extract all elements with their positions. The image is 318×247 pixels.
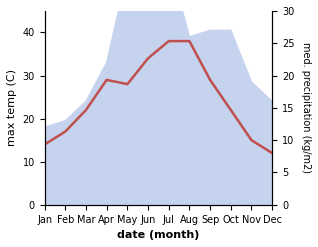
Y-axis label: med. precipitation (kg/m2): med. precipitation (kg/m2)	[301, 42, 311, 173]
Y-axis label: max temp (C): max temp (C)	[7, 69, 17, 146]
X-axis label: date (month): date (month)	[117, 230, 200, 240]
